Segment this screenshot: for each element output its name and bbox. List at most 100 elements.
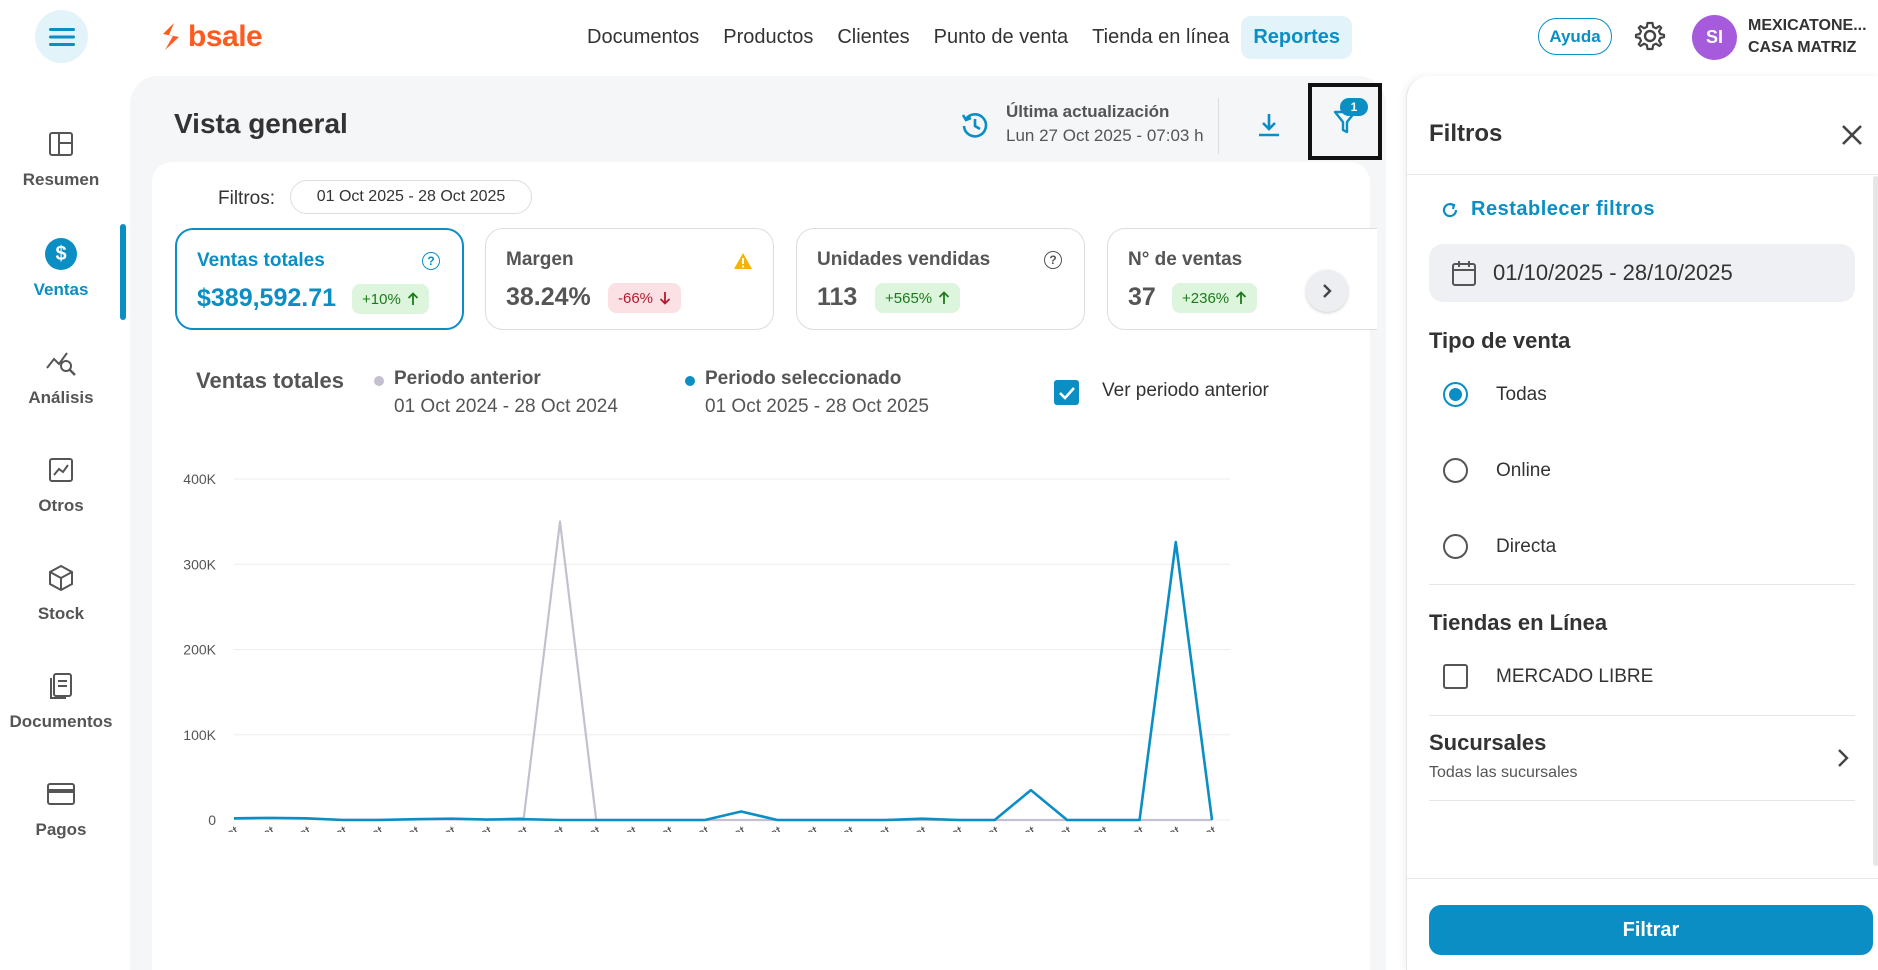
sidebar-item-pagos[interactable]: Pagos — [0, 764, 122, 854]
kpi-change: +10% — [362, 290, 401, 308]
chevron-right-icon[interactable] — [1833, 746, 1853, 770]
branches-subtitle: Todas las sucursales — [1429, 764, 1578, 781]
last-update-label: Última actualización — [1006, 102, 1170, 121]
bsale-logo-icon — [163, 23, 179, 50]
kpi-change: +565% — [885, 289, 933, 307]
sidebar-item-resumen[interactable]: Resumen — [0, 114, 122, 204]
radio-label: Online — [1496, 459, 1551, 481]
analysis-icon — [45, 346, 77, 378]
sidebar-item-otros[interactable]: Otros — [0, 440, 122, 530]
sidebar-item-label: Ventas — [33, 280, 89, 299]
arrow-down-icon — [659, 292, 671, 305]
filter-button[interactable] — [1308, 83, 1382, 160]
overview-panel: Filtros: 01 Oct 2025 - 28 Oct 2025 Venta… — [152, 162, 1520, 970]
radio-button[interactable] — [1443, 382, 1468, 407]
kpi-next-button[interactable] — [1306, 270, 1348, 312]
kpi-change: -66% — [618, 289, 654, 307]
kpi-card-ventas-totales[interactable]: Ventas totales ? $389,592.71 +10% — [175, 228, 464, 330]
legend-dot — [374, 376, 384, 386]
sidebar-item-label: Otros — [38, 496, 84, 515]
kpi-value: 38.24% — [506, 283, 591, 311]
checkbox-mercado-libre[interactable]: MERCADO LIBRE — [1443, 664, 1653, 689]
dollar-icon: $ — [45, 238, 77, 270]
avatar[interactable]: SI — [1692, 15, 1737, 60]
radio-online[interactable]: Online — [1443, 458, 1551, 483]
apply-filter-button[interactable]: Filtrar — [1429, 905, 1873, 955]
main-content: Vista general Última actualización Lun 2… — [130, 76, 1520, 970]
refresh-icon — [1442, 202, 1458, 217]
bsale-logo[interactable]: bsale — [160, 20, 263, 54]
kpi-card-margen[interactable]: Margen 38.24% -66% — [485, 228, 774, 330]
x-tick-label: 22 Oct — [956, 822, 1003, 832]
kpi-value: 37 — [1128, 283, 1156, 311]
nav-reportes[interactable]: Reportes — [1241, 16, 1353, 59]
nav-productos[interactable]: Productos — [723, 26, 814, 48]
sidebar-item-stock[interactable]: Stock — [0, 548, 122, 638]
compare-checkbox[interactable] — [1054, 380, 1079, 405]
series-line — [233, 520, 1212, 822]
x-tick-label: 09 Oct — [485, 822, 532, 832]
hamburger-icon — [48, 27, 75, 46]
help-button[interactable]: Ayuda — [1538, 18, 1612, 55]
x-tick-label: 11 Oct — [558, 822, 605, 832]
x-tick-label: 28 Oct — [1173, 822, 1220, 832]
branches-title[interactable]: Sucursales — [1429, 730, 1547, 755]
x-tick-label: 18 Oct — [811, 822, 858, 832]
checkbox[interactable] — [1443, 664, 1468, 689]
sidebar-item-documentos[interactable]: Documentos — [0, 656, 122, 746]
date-range-input[interactable]: 01/10/2025 - 28/10/2025 — [1429, 244, 1855, 302]
x-tick-label: 07 Oct — [413, 822, 460, 832]
divider — [1429, 715, 1855, 716]
top-nav: Documentos Productos Clientes Punto de v… — [575, 16, 1353, 59]
nav-punto-de-venta[interactable]: Punto de venta — [933, 26, 1069, 48]
x-tick-label: 08 Oct — [449, 822, 496, 832]
filters-label: Filtros: — [218, 188, 275, 209]
kpi-card-unidades-vendidas[interactable]: Unidades vendidas ? 113 +565% — [796, 228, 1085, 330]
help-circle-icon[interactable]: ? — [1044, 251, 1064, 271]
arrow-up-icon — [407, 292, 418, 305]
nav-clientes[interactable]: Clientes — [837, 26, 910, 48]
legend-range: 01 Oct 2025 - 28 Oct 2025 — [705, 396, 929, 417]
user-company: MEXICATONE... — [1748, 17, 1867, 34]
legend-dot — [685, 376, 695, 386]
sidebar-item-label: Pagos — [35, 820, 87, 839]
user-info[interactable]: MEXICATONE... CASA MATRIZ — [1748, 15, 1867, 59]
nav-documentos[interactable]: Documentos — [587, 26, 700, 48]
legend-range: 01 Oct 2024 - 28 Oct 2024 — [394, 396, 618, 417]
menu-button[interactable] — [35, 10, 88, 63]
x-tick-label: 06 Oct — [376, 822, 423, 832]
help-circle-icon[interactable]: ? — [422, 252, 442, 272]
radio-button[interactable] — [1443, 534, 1468, 559]
sidebar-item-analisis[interactable]: Análisis — [0, 332, 122, 422]
legend-name: Periodo seleccionado — [705, 368, 902, 389]
radio-todas[interactable]: Todas — [1443, 382, 1547, 407]
sidebar-item-label: Stock — [37, 604, 85, 623]
date-range-value: 01/10/2025 - 28/10/2025 — [1493, 260, 1733, 285]
radio-label: Todas — [1496, 383, 1547, 405]
x-tick-label: 01 Oct — [195, 822, 242, 832]
radio-directa[interactable]: Directa — [1443, 534, 1556, 559]
x-tick-label: 26 Oct — [1101, 822, 1148, 832]
user-branch: CASA MATRIZ — [1748, 39, 1857, 56]
trend-chart-icon — [45, 454, 77, 486]
x-tick-label: 10 Oct — [521, 822, 568, 832]
radio-button[interactable] — [1443, 458, 1468, 483]
x-tick-label: 20 Oct — [883, 822, 930, 832]
download-icon[interactable] — [1254, 110, 1284, 140]
calendar-icon — [1452, 261, 1476, 286]
sales-line-chart: 0 100K 200K 300K 400K 01 Oct02 Oct03 Oct04 Oc… — [183, 471, 1230, 832]
divider — [1429, 584, 1855, 585]
reset-filters-button[interactable]: Restablecer filtros — [1441, 198, 1655, 221]
drawer-scrollbar[interactable] — [1873, 176, 1878, 866]
nav-tienda-en-linea[interactable]: Tienda en línea — [1092, 26, 1230, 48]
sidebar-item-ventas[interactable]: $ Ventas — [0, 224, 126, 320]
close-icon[interactable] — [1839, 122, 1865, 148]
gear-icon[interactable] — [1634, 20, 1666, 52]
x-tick-label: 27 Oct — [1137, 822, 1184, 832]
layout-icon — [45, 128, 77, 160]
logo-text: bsale — [188, 20, 263, 53]
x-tick-label: 03 Oct — [268, 822, 315, 832]
box-icon — [45, 562, 77, 594]
date-range-chip[interactable]: 01 Oct 2025 - 28 Oct 2025 — [290, 180, 532, 214]
sidebar: Resumen $ Ventas Análisis Otros Stock Do… — [0, 74, 126, 970]
